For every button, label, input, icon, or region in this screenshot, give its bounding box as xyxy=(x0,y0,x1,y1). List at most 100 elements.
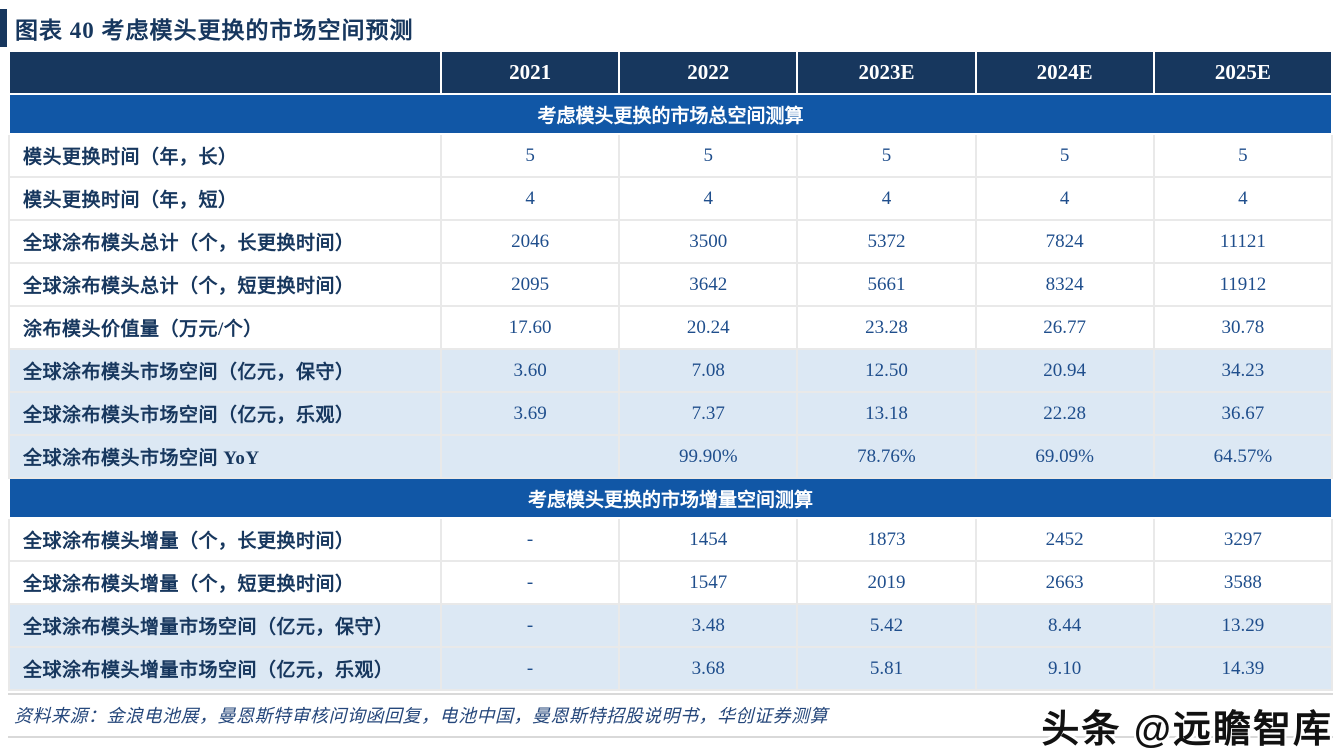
cell-value: 69.09% xyxy=(974,434,1155,479)
cell-value: 12.50 xyxy=(796,348,977,393)
cell-value: 17.60 xyxy=(439,305,621,350)
cell-value: 3.48 xyxy=(618,603,799,648)
cell-value: 14.39 xyxy=(1152,646,1334,691)
cell-value: 5 xyxy=(974,133,1155,178)
cell-value: 1454 xyxy=(618,517,799,562)
cell-value: 20.24 xyxy=(618,305,799,350)
title-accent-bar xyxy=(0,9,7,47)
watermark: 头条 @远瞻智库 xyxy=(1041,709,1333,751)
cell-value: 2095 xyxy=(439,262,621,307)
section-band-incremental-market: 考虑模头更换的市场增量空间测算 xyxy=(8,477,1333,519)
figure-title: 图表 40 考虑模头更换的市场空间预测 xyxy=(15,18,414,43)
row-label: 全球涂布模头总计（个，长更换时间） xyxy=(8,219,442,264)
cell-value: 3.60 xyxy=(439,348,621,393)
cell-value: 64.57% xyxy=(1152,434,1334,479)
cell-value: 5 xyxy=(618,133,799,178)
cell-value: 4 xyxy=(618,176,799,221)
cell-value: - xyxy=(439,560,621,605)
column-header-2023e: 2023E xyxy=(796,50,977,95)
cell-value: 11121 xyxy=(1152,219,1334,264)
cell-value: 2046 xyxy=(439,219,621,264)
table-row: 全球涂布模头市场空间（亿元，保守） 3.60 7.08 12.50 20.94 … xyxy=(8,348,1334,393)
section-header-total-market: 考虑模头更换的市场总空间测算 xyxy=(8,93,1333,135)
table-row: 全球涂布模头市场空间（亿元，乐观） 3.69 7.37 13.18 22.28 … xyxy=(8,391,1334,436)
cell-value: 99.90% xyxy=(618,434,799,479)
cell-value: 2019 xyxy=(796,560,977,605)
cell-value: 11912 xyxy=(1152,262,1334,307)
cell-value: 3642 xyxy=(618,262,799,307)
cell-value: - xyxy=(439,646,621,691)
cell-value: 3588 xyxy=(1152,560,1334,605)
cell-value: 5661 xyxy=(796,262,977,307)
cell-value: 4 xyxy=(1152,176,1334,221)
cell-value: 9.10 xyxy=(974,646,1155,691)
cell-value: 5 xyxy=(796,133,977,178)
table-row: 全球涂布模头增量（个，短更换时间） - 1547 2019 2663 3588 xyxy=(8,560,1334,605)
cell-value: 7.37 xyxy=(618,391,799,436)
source-note: 资料来源：金浪电池展，曼恩斯特审核问询函回复，电池中国，曼恩斯特招股说明书，华创… xyxy=(8,693,1333,738)
cell-value: 23.28 xyxy=(796,305,977,350)
forecast-table: 2021 2022 2023E 2024E 2025E 考虑模头更换的市场总空间… xyxy=(8,50,1334,691)
cell-value: 78.76% xyxy=(796,434,977,479)
row-label: 涂布模头价值量（万元/个） xyxy=(8,305,442,350)
column-header-2025e: 2025E xyxy=(1152,50,1334,95)
cell-value: 3.69 xyxy=(439,391,621,436)
row-label: 全球涂布模头增量（个，短更换时间） xyxy=(8,560,442,605)
table-row: 全球涂布模头增量市场空间（亿元，乐观） - 3.68 5.81 9.10 14.… xyxy=(8,646,1334,691)
row-label: 全球涂布模头市场空间 YoY xyxy=(8,434,442,479)
row-label: 全球涂布模头增量市场空间（亿元，乐观） xyxy=(8,646,442,691)
cell-value: 4 xyxy=(796,176,977,221)
row-label: 模头更换时间（年，长） xyxy=(8,133,442,178)
cell-value: 3.68 xyxy=(618,646,799,691)
cell-value: 1547 xyxy=(618,560,799,605)
cell-value: 5.81 xyxy=(796,646,977,691)
cell-value xyxy=(439,434,621,479)
cell-value: 36.67 xyxy=(1152,391,1334,436)
column-header-2022: 2022 xyxy=(618,50,799,95)
cell-value: 5 xyxy=(1152,133,1334,178)
cell-value: 8324 xyxy=(974,262,1155,307)
row-label: 全球涂布模头增量市场空间（亿元，保守） xyxy=(8,603,442,648)
column-header-row: 2021 2022 2023E 2024E 2025E xyxy=(8,50,1334,95)
cell-value: 20.94 xyxy=(974,348,1155,393)
figure-title-bar: 图表 40 考虑模头更换的市场空间预测 xyxy=(0,9,1341,47)
section-band-total-market: 考虑模头更换的市场总空间测算 xyxy=(8,93,1333,135)
row-label: 模头更换时间（年，短） xyxy=(8,176,442,221)
row-label: 全球涂布模头市场空间（亿元，保守） xyxy=(8,348,442,393)
cell-value: 8.44 xyxy=(974,603,1155,648)
corner-cell xyxy=(8,50,442,95)
table-row: 涂布模头价值量（万元/个） 17.60 20.24 23.28 26.77 30… xyxy=(8,305,1334,350)
table-row: 全球涂布模头总计（个，短更换时间） 2095 3642 5661 8324 11… xyxy=(8,262,1334,307)
table-row: 全球涂布模头增量（个，长更换时间） - 1454 1873 2452 3297 xyxy=(8,517,1334,562)
cell-value: 5372 xyxy=(796,219,977,264)
cell-value: 2452 xyxy=(974,517,1155,562)
cell-value: 5.42 xyxy=(796,603,977,648)
cell-value: 1873 xyxy=(796,517,977,562)
cell-value: - xyxy=(439,603,621,648)
cell-value: 5 xyxy=(439,133,621,178)
cell-value: 7.08 xyxy=(618,348,799,393)
row-label: 全球涂布模头增量（个，长更换时间） xyxy=(8,517,442,562)
cell-value: 13.18 xyxy=(796,391,977,436)
cell-value: 30.78 xyxy=(1152,305,1334,350)
table-row: 模头更换时间（年，短） 4 4 4 4 4 xyxy=(8,176,1334,221)
cell-value: 4 xyxy=(974,176,1155,221)
table-row: 全球涂布模头总计（个，长更换时间） 2046 3500 5372 7824 11… xyxy=(8,219,1334,264)
table-row: 全球涂布模头增量市场空间（亿元，保守） - 3.48 5.42 8.44 13.… xyxy=(8,603,1334,648)
cell-value: 26.77 xyxy=(974,305,1155,350)
column-header-2024e: 2024E xyxy=(974,50,1155,95)
cell-value: - xyxy=(439,517,621,562)
cell-value: 22.28 xyxy=(974,391,1155,436)
section-header-incremental-market: 考虑模头更换的市场增量空间测算 xyxy=(8,477,1333,519)
cell-value: 13.29 xyxy=(1152,603,1334,648)
cell-value: 34.23 xyxy=(1152,348,1334,393)
cell-value: 3500 xyxy=(618,219,799,264)
table-row: 模头更换时间（年，长） 5 5 5 5 5 xyxy=(8,133,1334,178)
row-label: 全球涂布模头市场空间（亿元，乐观） xyxy=(8,391,442,436)
row-label: 全球涂布模头总计（个，短更换时间） xyxy=(8,262,442,307)
cell-value: 4 xyxy=(439,176,621,221)
table-row: 全球涂布模头市场空间 YoY 99.90% 78.76% 69.09% 64.5… xyxy=(8,434,1334,479)
cell-value: 3297 xyxy=(1152,517,1334,562)
cell-value: 2663 xyxy=(974,560,1155,605)
column-header-2021: 2021 xyxy=(439,50,621,95)
